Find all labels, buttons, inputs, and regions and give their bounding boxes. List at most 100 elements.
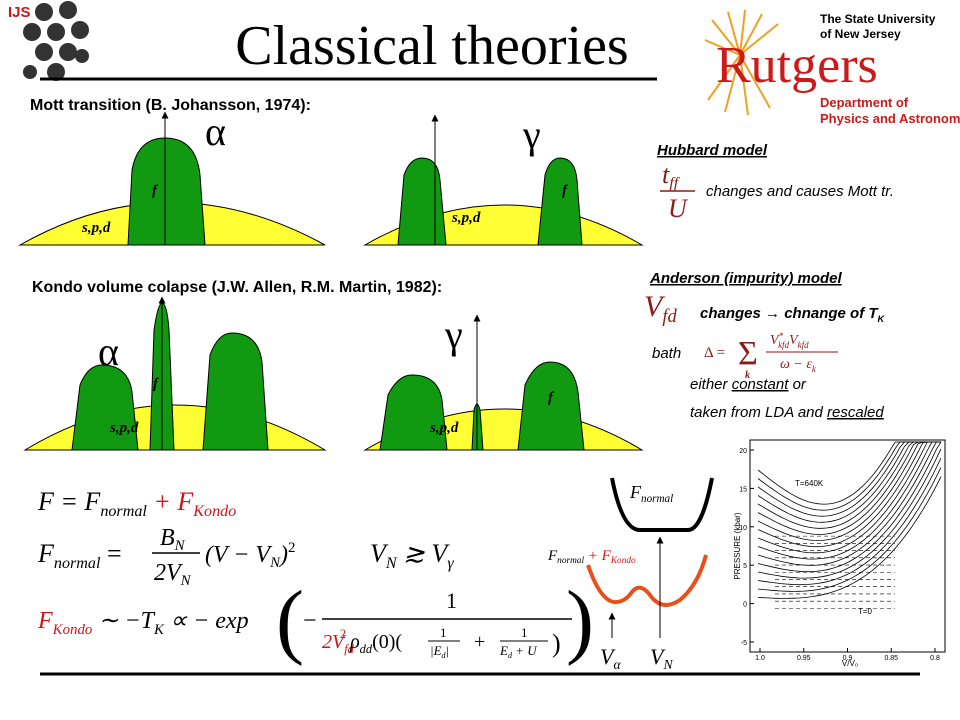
formula: Vfd — [644, 290, 677, 327]
ijs-logo — [23, 1, 89, 81]
paren: ( — [276, 574, 304, 667]
decoration — [202, 332, 269, 451]
isotherm — [757, 441, 941, 535]
decoration — [59, 1, 77, 19]
decoration — [707, 54, 741, 101]
formula-part: ρ — [349, 631, 360, 653]
formula-part: d — [508, 651, 513, 660]
pressure-plot: 20 15 10 5 0 -5 1.0 0.95 0.9 0.85 0.8 — [739, 439, 946, 662]
sym: * — [779, 331, 784, 341]
formula-part: d — [442, 651, 447, 660]
decoration — [739, 9, 746, 56]
formula: − — [303, 608, 317, 634]
isotherm — [757, 448, 942, 579]
decoration — [724, 54, 741, 113]
formula-part: normal — [557, 556, 584, 566]
isotherm — [757, 476, 942, 599]
isotherm — [757, 441, 941, 566]
curve-label: T=640K — [795, 479, 824, 488]
txt: K — [878, 314, 886, 324]
y-tick-label: 15 — [739, 486, 747, 493]
formula: (V − VN)2 — [205, 540, 295, 571]
formula: + — [474, 631, 485, 653]
decoration — [71, 21, 89, 39]
axis-label: Vα — [600, 644, 621, 672]
isotherm — [757, 441, 941, 523]
section-heading: Kondo volume colapse (J.W. Allen, R.M. M… — [32, 279, 442, 296]
formula-part: ) — [278, 542, 288, 568]
sym: Δ = — [704, 345, 725, 361]
phase-label: α — [205, 109, 226, 154]
formula: F = Fnormal + FKondo — [37, 487, 236, 520]
decoration — [537, 157, 583, 246]
model-text: taken from LDA and rescaled — [690, 404, 884, 421]
x-tick-label: 1.0 — [755, 655, 765, 662]
txt: taken from LDA and — [690, 404, 827, 421]
spd-label: s,p,d — [109, 420, 139, 436]
department-line: Department of — [820, 95, 909, 110]
decoration — [739, 54, 749, 116]
model-text: changes → chnange of TK — [700, 305, 886, 324]
sym: V — [770, 333, 780, 348]
rutgers-rays — [704, 9, 779, 116]
isotherm — [757, 441, 941, 529]
f-label: f — [548, 390, 555, 406]
phase-label: α — [98, 329, 119, 374]
formula-part: N — [662, 657, 673, 672]
formula: VN ≳ Vγ — [370, 539, 454, 572]
formula-part: 2 — [340, 627, 346, 641]
y-tick-label: 20 — [739, 448, 747, 455]
formula-part: normal — [54, 555, 101, 572]
phase-label: γ — [444, 312, 463, 357]
formula-part: F — [629, 482, 642, 502]
sym: fd — [662, 306, 677, 327]
decoration — [75, 49, 89, 63]
y-axis-label: PRESSURE (kbar) — [733, 512, 742, 579]
formula: 1 — [440, 625, 447, 640]
isotherm — [757, 441, 941, 560]
department-line: Physics and Astronomy — [820, 111, 960, 126]
formula-part: = — [100, 539, 121, 568]
formula: U — [668, 194, 689, 223]
spd-label: s,p,d — [429, 420, 459, 436]
formula-part: |E — [430, 643, 442, 658]
formula: 1 — [446, 588, 457, 613]
sym: k — [745, 370, 750, 381]
isotherm — [757, 441, 941, 505]
decoration — [23, 23, 41, 41]
formula-part: N — [174, 538, 186, 554]
isotherm — [757, 441, 942, 573]
bath-label: bath — [652, 345, 681, 362]
sym: ω − ε — [780, 357, 812, 372]
txt: either — [690, 376, 732, 393]
formula-part: Kondo — [610, 556, 636, 566]
x-axis-label: V/V₀ — [842, 659, 858, 668]
formula-part: N — [180, 573, 192, 589]
logo-text: IJS — [8, 4, 31, 21]
decoration — [397, 157, 447, 246]
sym: V — [789, 333, 799, 348]
decoration — [727, 11, 741, 56]
isotherm — [757, 467, 942, 592]
university-line: The State University — [820, 12, 936, 26]
formula-part: F — [37, 539, 55, 568]
section-heading: Mott transition (B. Johansson, 1974): — [30, 97, 311, 114]
sym: kfd — [798, 340, 809, 350]
isotherm — [757, 441, 941, 541]
formula-part: fd — [344, 642, 354, 656]
formula-part: Kondo — [192, 503, 236, 520]
formula-part: + F — [584, 548, 612, 564]
isotherm — [757, 457, 942, 586]
formula-part: K — [153, 622, 165, 638]
x-tick-label: 0.95 — [797, 655, 811, 662]
txt: or — [788, 376, 807, 393]
formula-part: N — [385, 555, 398, 572]
model-text: either constant or — [690, 376, 807, 393]
formula: ) — [552, 629, 561, 658]
formula: tff — [662, 160, 681, 192]
f-label: f — [152, 183, 159, 199]
decoration — [711, 19, 741, 56]
sym: V* kfdVkfd — [770, 331, 809, 350]
